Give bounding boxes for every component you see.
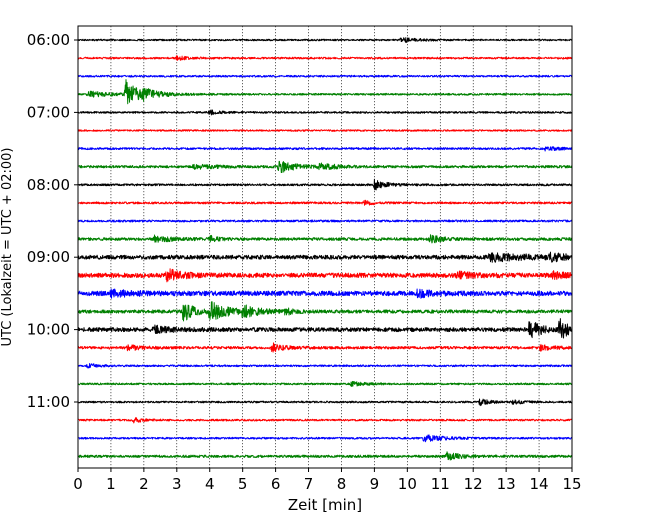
x-tick-label: 5 <box>238 475 248 493</box>
y-tick-label: 10:00 <box>27 321 70 339</box>
trace-1100 <box>77 398 573 407</box>
trace-0715 <box>77 129 573 132</box>
trace-group <box>77 37 573 461</box>
y-tick-label: 09:00 <box>27 248 70 266</box>
trace-0930 <box>77 288 573 299</box>
x-tick-label: 9 <box>370 475 380 493</box>
trace-0615 <box>77 55 573 61</box>
trace-0600 <box>77 37 573 43</box>
x-tick-label: 8 <box>337 475 347 493</box>
trace-0730 <box>77 146 573 152</box>
x-tick-label: 3 <box>172 475 182 493</box>
x-axis-label: Zeit [min] <box>288 496 362 514</box>
trace-0815 <box>77 199 573 206</box>
x-axis-ticks: 0 1 2 3 4 5 6 7 8 9 10 11 12 13 14 15 <box>73 468 582 493</box>
y-axis-ticks: 06:00 07:00 08:00 09:00 10:00 11:00 <box>27 31 78 411</box>
x-tick-label: 6 <box>271 475 281 493</box>
y-tick-label: 06:00 <box>27 31 70 49</box>
x-tick-label: 1 <box>106 475 116 493</box>
x-tick-label: 10 <box>398 475 417 493</box>
x-tick-label: 0 <box>73 475 83 493</box>
trace-1045 <box>77 380 573 387</box>
trace-0945 <box>77 301 573 322</box>
x-tick-label: 15 <box>562 475 581 493</box>
trace-0700 <box>77 109 573 116</box>
trace-1000 <box>77 318 573 339</box>
y-axis-label: UTC (Lokalzeit = UTC + 02:00) <box>0 148 15 347</box>
plot-frame <box>77 25 573 469</box>
x-tick-label: 14 <box>530 475 549 493</box>
x-tick-label: 13 <box>497 475 516 493</box>
y-tick-label: 08:00 <box>27 176 70 194</box>
trace-0845 <box>77 234 573 244</box>
trace-1115 <box>77 417 573 424</box>
trace-0630 <box>77 74 573 78</box>
x-tick-label: 11 <box>431 475 450 493</box>
x-tick-label: 4 <box>205 475 215 493</box>
trace-0645 <box>77 79 573 105</box>
x-tick-label: 7 <box>304 475 314 493</box>
trace-1130 <box>77 434 573 443</box>
trace-0745 <box>77 160 573 173</box>
trace-1145 <box>77 451 573 461</box>
trace-0800 <box>77 178 573 191</box>
trace-1030 <box>77 363 573 369</box>
x-tick-label: 2 <box>139 475 149 493</box>
y-tick-label: 11:00 <box>27 393 70 411</box>
trace-0915 <box>77 268 573 283</box>
x-tick-label: 12 <box>464 475 483 493</box>
y-tick-label: 07:00 <box>27 103 70 121</box>
trace-1015 <box>77 342 573 353</box>
trace-0900 <box>77 251 573 263</box>
trace-0830 <box>77 219 573 223</box>
